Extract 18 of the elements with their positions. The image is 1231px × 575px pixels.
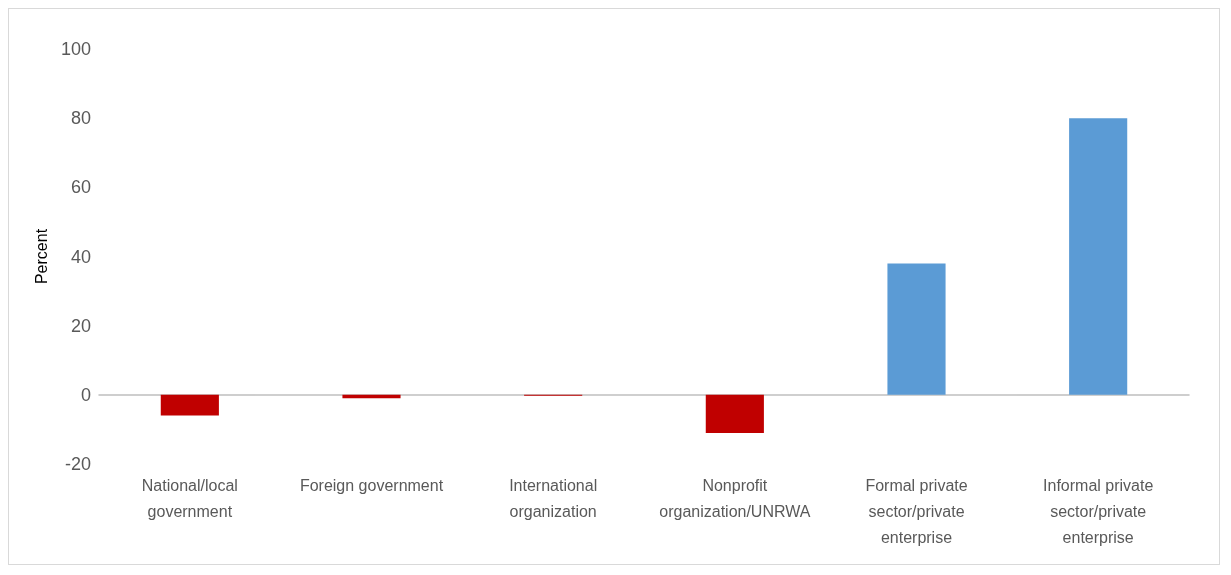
y-tick-label: 100	[60, 39, 91, 59]
x-tick-label: Formal private sector/private enterprise	[865, 476, 968, 546]
x-tick-label: National/local government	[141, 476, 238, 520]
x-tick-label: Foreign government	[299, 476, 444, 494]
y-tick-label: 0	[80, 384, 91, 405]
y-tick-label: -20	[64, 454, 91, 474]
y-tick-label: 80	[70, 108, 91, 129]
x-tick-label: International organization	[509, 476, 598, 520]
bar	[1069, 118, 1128, 395]
x-tick-label: Nonprofit organization/UNRWA	[659, 476, 811, 520]
y-tick-label: 20	[70, 315, 91, 336]
x-tick-label: Informal private sector/private enterprise	[1043, 476, 1154, 546]
bar	[160, 394, 219, 416]
y-axis-title: Percent	[32, 228, 50, 285]
bar	[887, 263, 946, 395]
bar	[705, 394, 764, 433]
y-tick-label: 60	[70, 177, 91, 198]
y-tick-label: 40	[70, 246, 91, 267]
